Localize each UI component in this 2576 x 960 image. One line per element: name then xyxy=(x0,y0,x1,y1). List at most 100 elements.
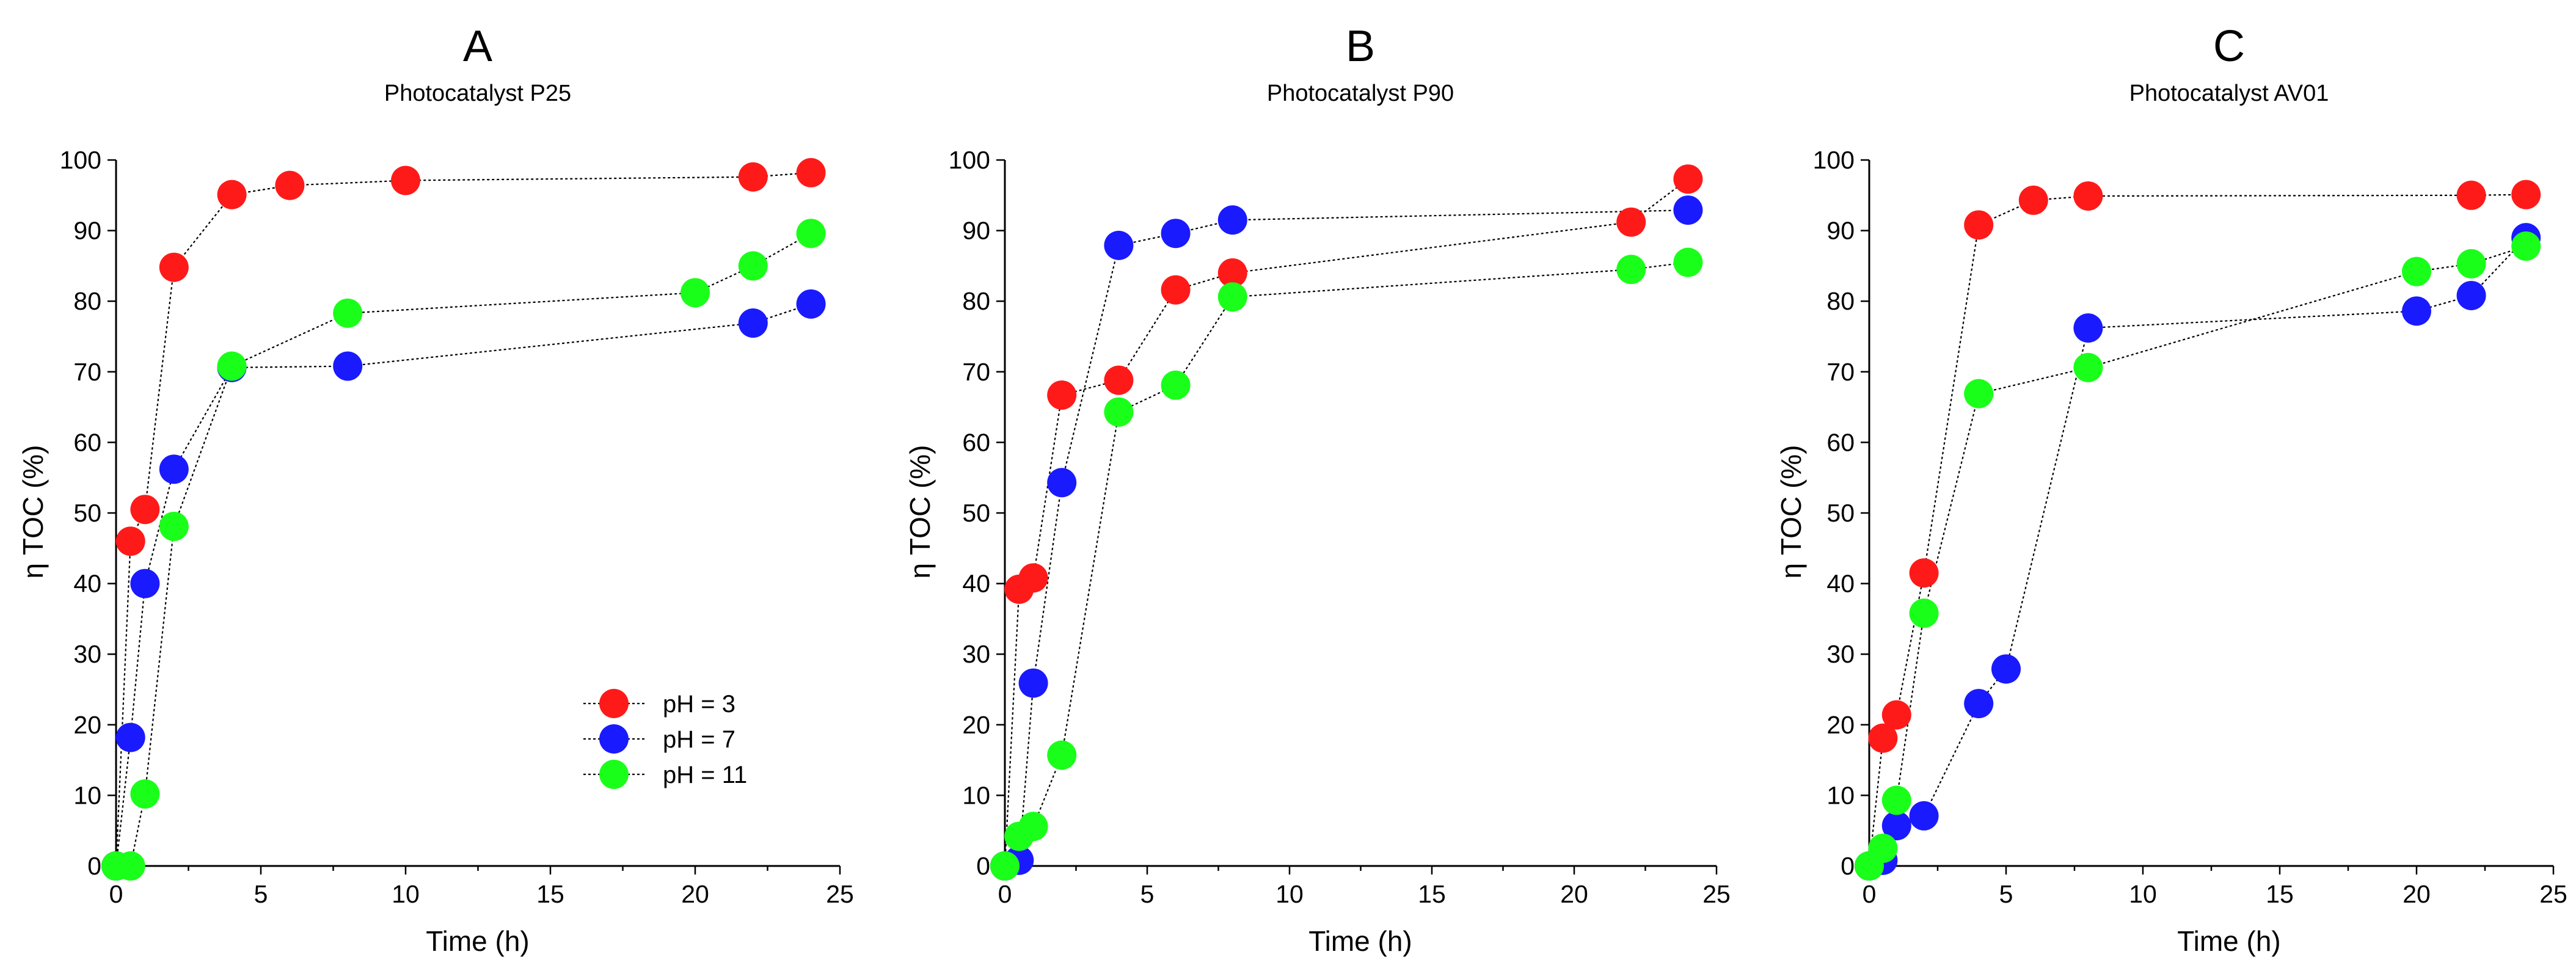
y-tick-label: 100 xyxy=(949,146,990,174)
data-point xyxy=(1047,468,1077,498)
data-point xyxy=(2073,181,2103,211)
y-tick-label: 70 xyxy=(73,358,101,386)
data-point xyxy=(680,278,710,308)
y-tick-label: 30 xyxy=(1826,640,1855,668)
y-tick-label: 20 xyxy=(1826,711,1855,739)
y-axis-label: η TOC (%) xyxy=(904,445,936,579)
data-point xyxy=(2456,280,2486,310)
x-tick-label: 5 xyxy=(1140,880,1155,908)
x-tick-label: 20 xyxy=(2403,880,2431,908)
legend-entry-ph7: pH = 7 xyxy=(583,724,735,754)
y-tick-label: 10 xyxy=(1826,781,1855,809)
data-point xyxy=(115,851,145,881)
data-point xyxy=(1673,195,1703,225)
data-point xyxy=(115,526,145,556)
data-point xyxy=(1868,723,1898,753)
y-tick-label: 10 xyxy=(73,781,101,809)
data-point xyxy=(2073,352,2103,382)
data-point xyxy=(1964,379,1994,409)
legend-label: pH = 11 xyxy=(663,762,747,788)
y-tick-label: 70 xyxy=(1826,358,1855,386)
data-point xyxy=(2511,231,2541,261)
series-lines xyxy=(115,172,812,867)
panel-b: B Photocatalyst P90 01020304050607080901… xyxy=(904,22,1731,957)
x-axis-label: Time (h) xyxy=(2177,925,2281,957)
x-tick-label: 25 xyxy=(2539,880,2567,908)
y-tick-label: 90 xyxy=(73,217,101,245)
x-tick-label: 0 xyxy=(109,880,123,908)
data-point xyxy=(1964,210,1994,240)
data-point xyxy=(159,252,189,282)
x-tick-label: 20 xyxy=(1560,880,1588,908)
data-point xyxy=(159,511,189,541)
y-tick-label: 80 xyxy=(73,287,101,315)
data-points xyxy=(101,158,826,881)
data-point xyxy=(1161,219,1191,249)
x-tick-label: 20 xyxy=(681,880,709,908)
data-point xyxy=(2402,256,2431,286)
panel-c: C Photocatalyst AV01 0102030405060708090… xyxy=(1775,22,2567,957)
data-point xyxy=(1616,255,1646,285)
axis-ticks: 0 10 20 30 40 50 60 70 80 90 100 0 5 10 15 20 25 xyxy=(949,146,1731,908)
data-point xyxy=(217,180,247,209)
y-tick-label: 60 xyxy=(962,428,990,456)
y-tick-label: 20 xyxy=(73,711,101,739)
data-points xyxy=(1855,180,2541,881)
y-tick-label: 30 xyxy=(73,640,101,668)
y-tick-label: 70 xyxy=(962,358,990,386)
y-tick-label: 90 xyxy=(1826,217,1855,245)
data-point xyxy=(2073,313,2103,343)
y-tick-label: 100 xyxy=(60,146,101,174)
x-tick-label: 5 xyxy=(254,880,268,908)
data-point xyxy=(2018,185,2048,215)
y-tick-label: 60 xyxy=(73,428,101,456)
data-point xyxy=(738,251,768,281)
y-tick-label: 50 xyxy=(1826,499,1855,527)
series-line xyxy=(1869,237,2527,867)
data-point xyxy=(130,569,160,598)
x-axis-label: Time (h) xyxy=(1308,925,1412,957)
data-point xyxy=(2456,180,2486,210)
axis-ticks: 0 10 20 30 40 50 60 70 80 90 100 0 5 10 15 20 25 xyxy=(1813,146,2567,908)
series-line xyxy=(1869,245,2527,867)
x-tick-label: 10 xyxy=(1275,880,1304,908)
data-point xyxy=(1909,558,1939,588)
data-point xyxy=(796,289,826,319)
axis-ticks: 0 10 20 30 40 50 60 70 80 90 100 0 5 10 15 20 25 xyxy=(60,146,854,908)
data-point xyxy=(1909,801,1939,831)
data-point xyxy=(1868,834,1898,864)
panel-letter: B xyxy=(1346,22,1375,71)
data-point xyxy=(1673,164,1703,194)
panel-a: A Photocatalyst P25 01020304050607080901… xyxy=(17,22,854,957)
data-point xyxy=(1909,598,1939,628)
y-tick-label: 40 xyxy=(73,570,101,598)
data-point xyxy=(159,454,189,484)
data-point xyxy=(1217,205,1247,235)
data-point xyxy=(2402,296,2431,326)
y-tick-label: 40 xyxy=(962,570,990,598)
data-point xyxy=(1881,785,1911,815)
x-tick-label: 25 xyxy=(1702,880,1731,908)
y-tick-label: 50 xyxy=(962,499,990,527)
x-tick-label: 0 xyxy=(998,880,1012,908)
data-point xyxy=(1161,275,1191,305)
x-axis-label: Time (h) xyxy=(426,925,530,957)
data-point xyxy=(1104,365,1134,395)
y-tick-label: 0 xyxy=(976,852,990,880)
y-tick-label: 30 xyxy=(962,640,990,668)
data-point xyxy=(1018,812,1048,842)
legend: pH = 3 pH = 7 pH = 11 xyxy=(583,689,747,789)
y-tick-label: 60 xyxy=(1826,428,1855,456)
data-point xyxy=(1047,380,1077,410)
y-axis-label: η TOC (%) xyxy=(1775,445,1807,579)
legend-label: pH = 7 xyxy=(663,726,735,753)
y-tick-label: 80 xyxy=(962,287,990,315)
y-axis-label: η TOC (%) xyxy=(17,445,49,579)
x-tick-label: 15 xyxy=(2266,880,2294,908)
x-tick-label: 15 xyxy=(1418,880,1446,908)
y-tick-label: 0 xyxy=(87,852,101,880)
y-tick-label: 0 xyxy=(1841,852,1855,880)
data-point xyxy=(738,308,768,338)
data-point xyxy=(130,495,160,525)
